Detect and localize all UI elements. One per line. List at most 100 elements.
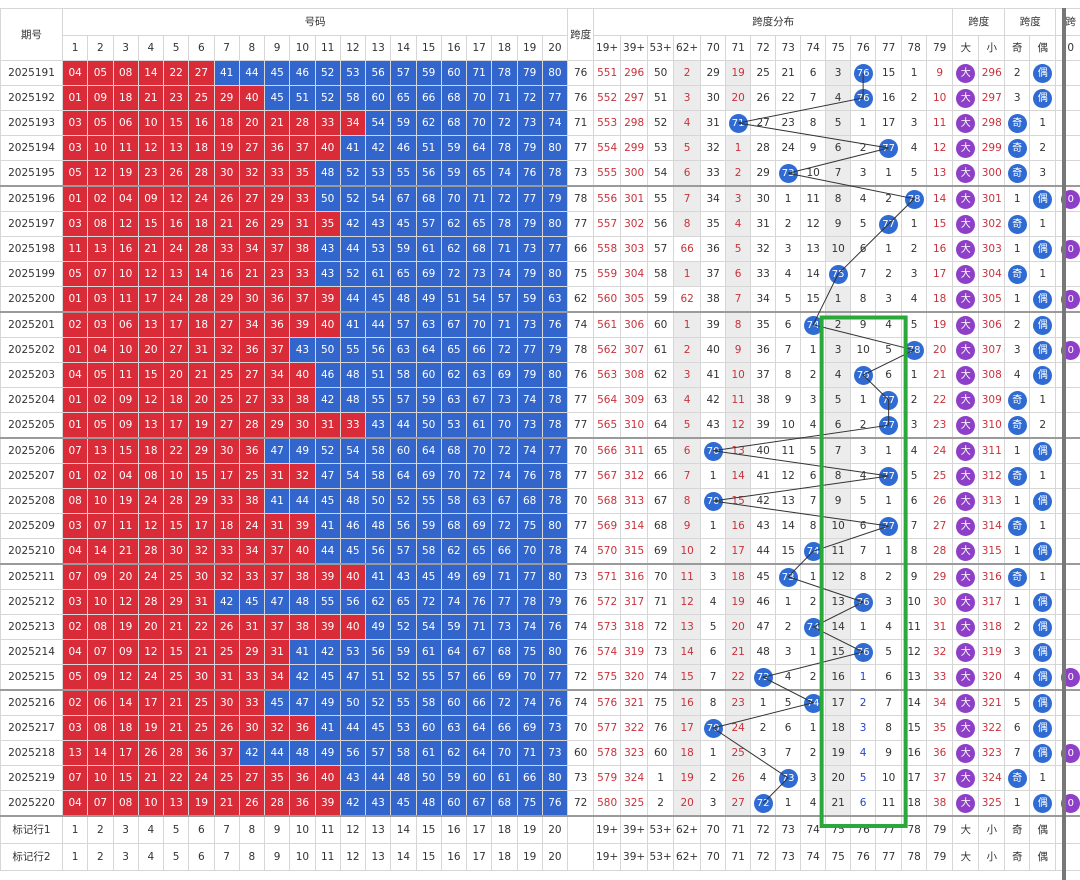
number-cell: 33 bbox=[339, 412, 367, 439]
miss-count: 3 bbox=[809, 394, 817, 406]
miss-count: 6 bbox=[734, 268, 742, 280]
number-cell: 27 bbox=[213, 412, 240, 439]
footer-cell: 奇 bbox=[1004, 815, 1031, 844]
big-small-cell: 大 bbox=[952, 236, 980, 262]
miss-count: 573 bbox=[597, 621, 618, 633]
miss-count: 12 bbox=[933, 142, 947, 154]
extra-cell bbox=[1055, 538, 1080, 565]
number-cell: 05 bbox=[87, 60, 114, 86]
miss-count: 27 bbox=[756, 117, 770, 129]
footer-cell: 71 bbox=[725, 815, 752, 844]
span-dist-cell: 1 bbox=[875, 160, 903, 187]
period-cell: 2025206 bbox=[0, 437, 63, 464]
span-dist-cell: 77 bbox=[875, 135, 903, 161]
extra-cell: 0 bbox=[1055, 185, 1080, 212]
span-dist-cell: 318 bbox=[620, 614, 649, 640]
odd-even-cell: 偶 bbox=[1029, 337, 1057, 363]
number-cell: 48 bbox=[289, 589, 316, 615]
odd-even-ball: 奇 bbox=[1007, 264, 1027, 284]
miss-count: 8 bbox=[734, 319, 742, 331]
span-dist-cell: 10 bbox=[825, 513, 852, 539]
footer-cell: 小 bbox=[978, 815, 1006, 844]
miss-count: 15 bbox=[933, 218, 947, 230]
number-cell: 69 bbox=[415, 463, 442, 489]
number-cell: 73 bbox=[491, 387, 518, 413]
miss-count: 298 bbox=[624, 117, 645, 129]
number-cell: 51 bbox=[440, 286, 468, 313]
span-ball: 73 bbox=[778, 567, 798, 587]
number-cell: 14 bbox=[87, 740, 114, 766]
span-dist-cell: 4 bbox=[800, 790, 827, 817]
miss-count: 10 bbox=[806, 167, 820, 179]
odd-even-cell: 偶 bbox=[1029, 614, 1057, 640]
number-cell: 45 bbox=[339, 538, 367, 565]
number-cell: 77 bbox=[516, 337, 543, 363]
miss-count: 17 bbox=[881, 117, 896, 129]
number-cell: 32 bbox=[263, 715, 291, 741]
number-cell: 33 bbox=[289, 261, 316, 287]
number-cell: 42 bbox=[289, 664, 316, 691]
number-cell: 61 bbox=[364, 261, 392, 287]
span-dist-cell: 298 bbox=[620, 110, 649, 136]
odd-even-cell: 4 bbox=[1004, 664, 1031, 691]
miss-count: 39 bbox=[706, 319, 720, 331]
number-cell: 48 bbox=[390, 765, 417, 791]
span-ball: 77 bbox=[879, 390, 899, 410]
number-cell: 63 bbox=[390, 337, 417, 363]
footer-cell: 6 bbox=[188, 815, 215, 844]
big-ball: 大 bbox=[956, 239, 976, 259]
number-cell: 33 bbox=[263, 387, 291, 413]
number-cell: 36 bbox=[289, 765, 316, 791]
span-value: 73 bbox=[567, 563, 595, 590]
span-dist-cell: 1 bbox=[875, 437, 903, 464]
number-cell: 26 bbox=[213, 185, 240, 212]
number-cell: 79 bbox=[516, 135, 543, 161]
extra-cell bbox=[1055, 689, 1080, 716]
span-dist-cell: 14 bbox=[926, 185, 954, 212]
span-dist-cell: 561 bbox=[593, 311, 622, 338]
span-value: 77 bbox=[567, 387, 595, 413]
miss-count: 4 bbox=[759, 772, 767, 784]
number-cell: 53 bbox=[364, 160, 392, 187]
span-value: 70 bbox=[567, 715, 595, 741]
number-cell: 36 bbox=[289, 715, 316, 741]
span-dist-cell: 47 bbox=[750, 614, 777, 640]
table-row: 2025193 03 05 06 10 15 16 18 20 21 28 33 34 54 59 62 68 7… bbox=[0, 110, 1080, 136]
number-cell: 59 bbox=[516, 286, 543, 313]
number-cell: 28 bbox=[238, 412, 266, 439]
span-dist-cell: 20 bbox=[673, 790, 702, 817]
span-dist-cell: 32 bbox=[700, 135, 727, 161]
span-dist-cell: 16 bbox=[725, 513, 752, 539]
miss-count: 9 bbox=[910, 571, 918, 583]
span-dist-cell: 18 bbox=[926, 286, 954, 313]
number-cell: 72 bbox=[491, 337, 518, 363]
number-cell: 76 bbox=[541, 614, 569, 640]
miss-count: 10 bbox=[781, 419, 795, 431]
span-dist-cell: 9 bbox=[875, 740, 903, 766]
miss-count: 23 bbox=[933, 419, 947, 431]
span-dist-cell: 324 bbox=[620, 765, 649, 791]
miss-count: 29 bbox=[933, 571, 947, 583]
number-cell: 18 bbox=[188, 211, 215, 237]
miss-count: 12 bbox=[680, 596, 694, 608]
miss-count: 20 bbox=[731, 621, 745, 633]
dist-col-header: 70 bbox=[700, 35, 727, 61]
span-dist-cell: 3 bbox=[875, 589, 903, 615]
span-dist-cell: 2 bbox=[647, 790, 675, 817]
span-dist-cell: 32 bbox=[926, 639, 954, 665]
span-dist-cell: 2 bbox=[875, 563, 903, 590]
number-cell: 13 bbox=[162, 261, 190, 287]
extra-header: 跨 bbox=[1055, 8, 1080, 36]
odd-even-cell: 3 bbox=[1029, 160, 1057, 187]
span-dist-cell: 16 bbox=[825, 664, 852, 691]
number-cell: 71 bbox=[516, 740, 543, 766]
span-dist-cell: 2 bbox=[800, 664, 827, 691]
number-cell: 08 bbox=[61, 488, 89, 514]
number-cell: 55 bbox=[390, 689, 417, 716]
span-dist-cell: 20 bbox=[825, 765, 852, 791]
odd-even-cell: 偶 bbox=[1029, 790, 1057, 817]
span-dist-cell: 16 bbox=[901, 740, 928, 766]
miss-count: 40 bbox=[706, 344, 720, 356]
scrollbar[interactable] bbox=[1062, 8, 1066, 880]
span-dist-cell: 15 bbox=[926, 211, 954, 237]
